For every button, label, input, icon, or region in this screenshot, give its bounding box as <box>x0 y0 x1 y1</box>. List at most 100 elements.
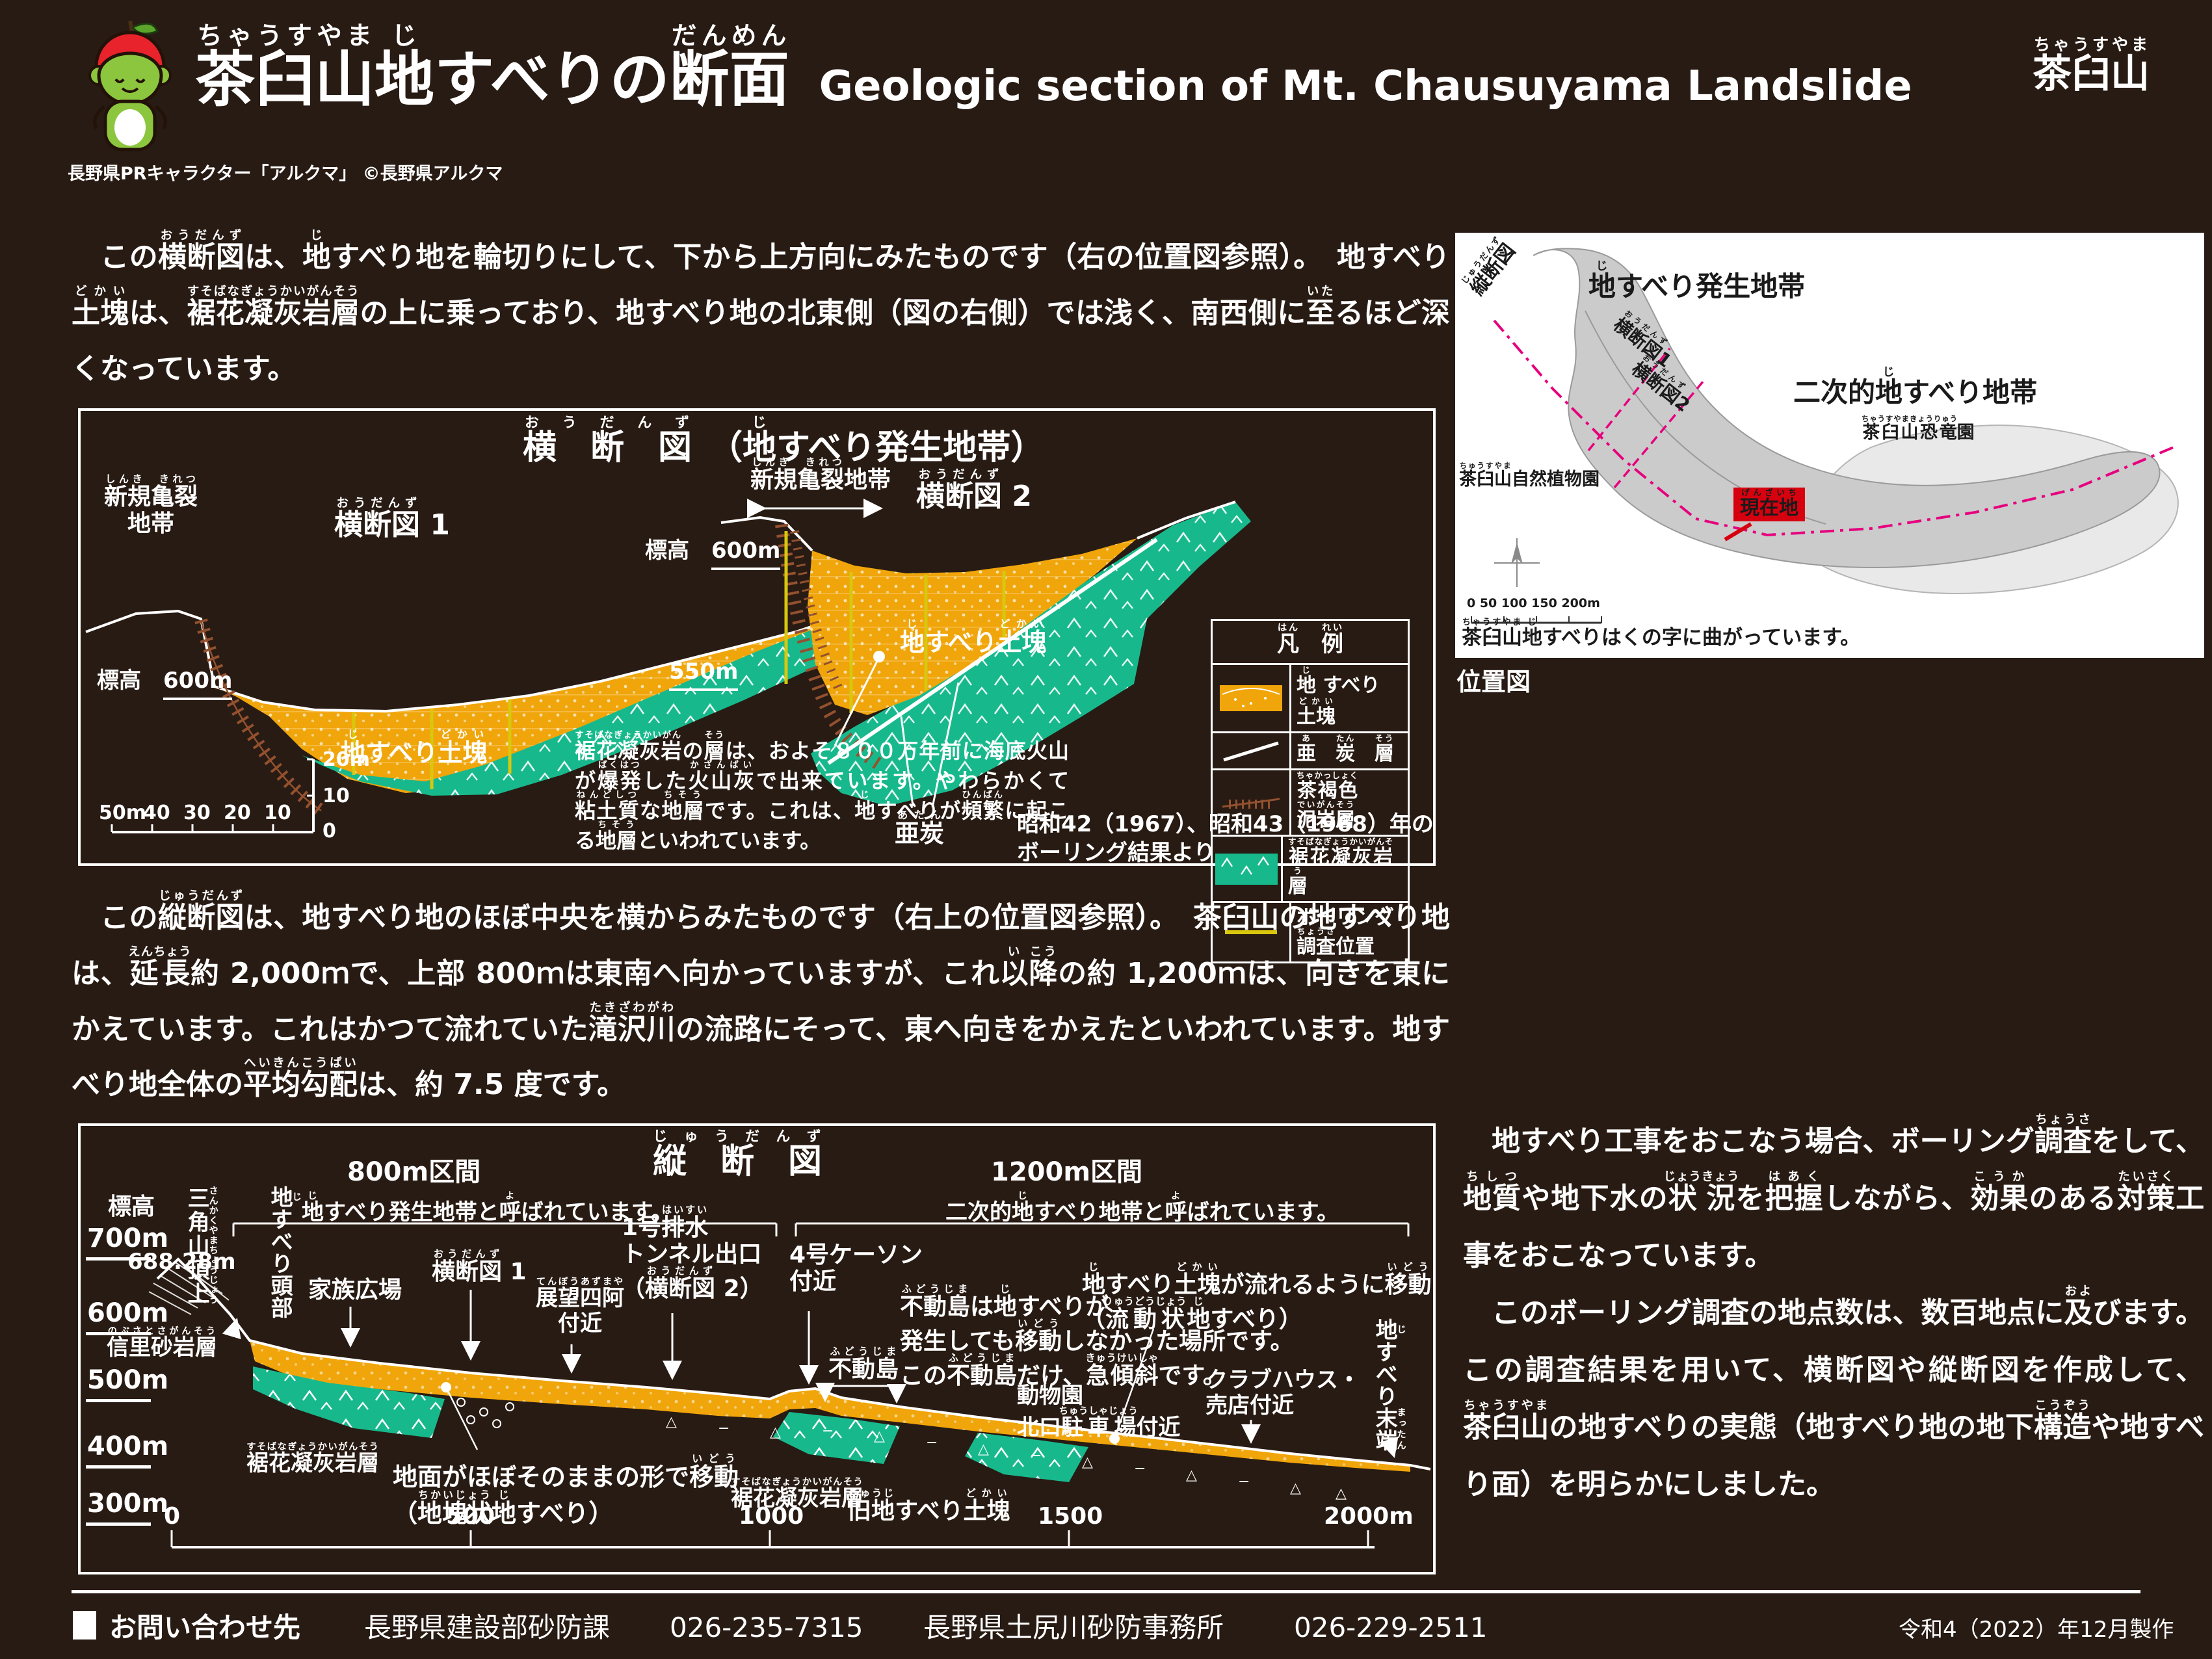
long-section-drawing: △ − △ − △ − △ − △ − △ − △ △ <box>148 1222 1431 1548</box>
footer-tel2: 026-229-2511 <box>1294 1612 1488 1643</box>
long-sec1-label: 横断図おうだんず 1 <box>432 1248 527 1285</box>
svg-text:△: △ <box>874 1428 885 1444</box>
location-map-drawing <box>1471 248 2179 624</box>
cross-section-panel: 50m 40 30 20 10 20m 10 0 横 断 図お う だ ん ず … <box>78 408 1436 963</box>
footer-org1: 長野県建設部砂防課 <box>364 1612 611 1643</box>
map-landslide-body <box>1533 248 2161 569</box>
mudstone-hatch-icon <box>1213 770 1291 835</box>
map-dino-label: 茶臼山恐竜ちゃうすやまきょうりゅう園 <box>1862 414 1975 443</box>
yaxis-label: 標高 <box>108 1194 155 1220</box>
svg-text:−: − <box>926 1435 938 1451</box>
mid-p: この縦断図じゅうだんずは、地すべり地のほぼ中央を横からみたものです（右上の位置図… <box>72 889 1451 1102</box>
svg-text:20: 20 <box>224 802 251 824</box>
d2-elevation: 標高 600m <box>645 538 781 570</box>
long-xaxis-labels: 0 500 1000 1500 2000m <box>164 1503 1414 1530</box>
long-section-panel: △ − △ − △ − △ − △ − △ − △ △ <box>78 1123 1436 1574</box>
nobusato-label: 信里砂岩層のぶさとさがんそう <box>107 1326 217 1361</box>
svg-text:−: − <box>1030 1448 1042 1464</box>
ytick-600: 600m <box>87 1298 169 1328</box>
svg-text:1500: 1500 <box>1038 1503 1103 1530</box>
footer-made: 令和4（2022）年12月製作 <box>1899 1617 2174 1643</box>
footer-heading: お問い合わせ先 <box>109 1612 301 1643</box>
span-1200m: 1200m区間 <box>991 1157 1143 1187</box>
boring-line-icon <box>1213 903 1291 961</box>
svg-text:1000: 1000 <box>739 1503 804 1530</box>
long-panel-title: 縦 断 図じ ゅ う だ ん ず <box>653 1129 823 1181</box>
svg-text:40: 40 <box>143 802 170 824</box>
legend-row-landslide: 地じ すべり 土塊どかい <box>1213 663 1408 731</box>
compass-icon <box>1494 538 1540 587</box>
legend-row-lignite: 亜あ 炭たん 層そう <box>1213 731 1408 768</box>
d2-lignite-line <box>827 538 1158 765</box>
d1-scale-labels: 50m 40 30 20 10 20m 10 0 <box>99 748 370 843</box>
club-label: クラブハウス・ 売店付近 <box>1205 1367 1360 1419</box>
landslide-swatch-icon <box>1213 665 1291 731</box>
outro-p2: このボーリング調査の地点数は、数百地点に及およびます。この調査結果を用いて、横断… <box>1463 1285 2205 1501</box>
svg-text:50m: 50m <box>99 802 146 824</box>
footer-divider <box>72 1590 2140 1593</box>
page-title-en: Geologic section of Mt. Chausuyama Lands… <box>819 62 1912 111</box>
legend-title: 凡はん 例れい <box>1277 623 1343 657</box>
map-title: 位置図 <box>1456 668 1531 696</box>
suso-mid-label: 裾花凝灰岩層すそばなぎょうかいがんそう <box>731 1477 863 1511</box>
map-cross2-line <box>1613 380 1705 489</box>
caisson-label: 4号ケーソン 付近 <box>789 1242 923 1296</box>
footer-square-icon <box>73 1611 96 1639</box>
map-here-pointer <box>1724 522 1752 542</box>
kazoku-label: 家族広場 <box>308 1277 402 1303</box>
map-long-section-line <box>1493 319 2174 537</box>
svg-text:0: 0 <box>164 1503 180 1530</box>
svg-text:△: △ <box>1290 1480 1301 1496</box>
ytick-500: 500m <box>87 1365 169 1395</box>
d2-elevation-550: 550m <box>669 659 739 691</box>
svg-text:−: − <box>718 1420 730 1437</box>
peak-elevation: 688.28m <box>127 1249 236 1275</box>
svg-text:△: △ <box>666 1414 677 1430</box>
long-ground-line <box>156 1257 1431 1470</box>
d1-elevation: 標高 600m <box>97 668 233 700</box>
legend-row-tuff: 裾花凝灰岩層すそばなぎょうかいがんそう <box>1213 835 1408 901</box>
svg-text:10: 10 <box>264 802 291 824</box>
tuff-swatch-icon <box>1213 837 1283 901</box>
legend-box: 凡はん 例れい 地じ すべり 土塊どかい 亜あ 炭たん 層そう 茶褐色ちゃかっし… <box>1211 619 1410 963</box>
svg-text:△: △ <box>1082 1454 1093 1470</box>
tenbo-label: 展望四阿てんぼうあずまや 付近 <box>536 1277 624 1337</box>
svg-text:−: − <box>822 1423 834 1439</box>
old-mass-label: 旧地きゅうじすべり土塊どかい <box>848 1487 1010 1524</box>
d2-lignite-label: 亜炭あたん <box>895 809 945 848</box>
span-800m-sub: 地じすべり発生地帯と呼よばれています。 <box>302 1191 674 1225</box>
map-zone1-label: 地じすべり発生地帯 <box>1588 260 1806 302</box>
boring-source-note: 昭和42（1967）、昭和43（1968）年の ボーリング結果より <box>1017 811 1434 867</box>
svg-text:0: 0 <box>323 820 336 843</box>
ytick-400: 400m <box>87 1431 169 1461</box>
svg-text:20m: 20m <box>323 748 370 771</box>
svg-text:−: − <box>1134 1461 1146 1477</box>
map-here-badge: 現在地げんざいち <box>1733 488 1805 521</box>
peak-label: 三角山頂上さんかくやまちょうじょう <box>183 1186 218 1305</box>
d2-ground-line <box>720 516 813 552</box>
mascot-credit: 長野県PRキャラクター「アルクマ」 ©長野県アルクマ <box>68 164 503 184</box>
fudojima-label: 不動島ふどうじま <box>828 1346 899 1383</box>
ytick-300: 300m <box>87 1489 169 1519</box>
lignite-line-icon <box>1213 733 1291 768</box>
d2-mass-label: 地じすべり土塊どかい <box>900 618 1047 657</box>
d1-name: 横断図おうだんず 1 <box>334 497 450 542</box>
map-botanical-label: 茶臼山ちゅうすやま自然植物園 <box>1459 461 1600 490</box>
arukuma-mascot-icon <box>88 20 172 151</box>
footer-org2: 長野県土尻川砂防事務所 <box>923 1612 1224 1643</box>
mid-paragraph: この縦断図じゅうだんずは、地すべり地のほぼ中央を横からみたものです（右上の位置図… <box>72 889 1450 1113</box>
legend-row-mudstone: 茶褐色ちゃかっしょく 泥岩層でいがんそう <box>1213 768 1408 835</box>
zoo-label: 動物園 北口駐車場ちゅうしゃじょう付近 <box>1017 1383 1181 1441</box>
svg-text:△: △ <box>1336 1485 1347 1502</box>
corner-logo: 茶臼山ちゃうすやま <box>2033 35 2150 97</box>
map-caption: 茶臼山ちゃうすやま地じすべりはくの字に曲がっています。 <box>1462 618 1861 649</box>
svg-text:30: 30 <box>183 802 211 824</box>
flow-label: 地じすべり土塊どかいが流れるように移動いどう （流動状りゅうどうじょう地じすべり） <box>1082 1261 1432 1333</box>
span-800m: 800m区間 <box>347 1157 481 1187</box>
head-label: 地じすべり頭部 <box>267 1186 302 1318</box>
suso-left-label: 裾花凝灰岩層すそばなぎょうかいがんそう <box>246 1442 379 1476</box>
outro-p1: 地すべり工事をおこなう場合、ボーリング調査ちょうさをして、地質ちしつや地下水の状… <box>1463 1113 2205 1272</box>
tuff-explanation: 裾花凝灰岩すそばなぎょうかいがんの層そうは、およそ８００万年前に海底火山が爆発ば… <box>575 731 1069 853</box>
cross-section-drawing: 50m 40 30 20 10 20m 10 0 <box>85 499 1251 843</box>
end-label: 地じすべり末端まったん <box>1371 1318 1406 1451</box>
